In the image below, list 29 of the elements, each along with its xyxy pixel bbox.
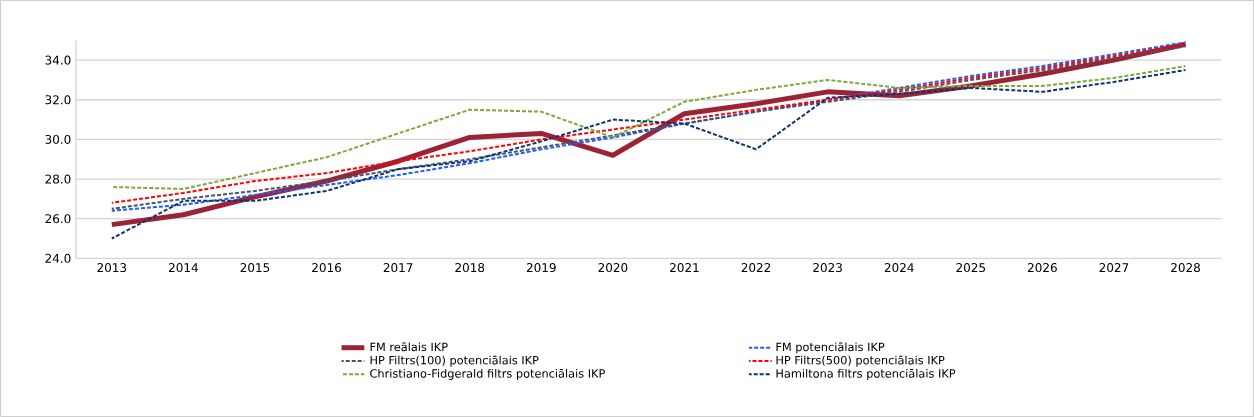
x-tick-label: 2026	[1027, 263, 1057, 273]
x-tick-label: 2022	[741, 263, 771, 273]
x-tick-label: 2016	[312, 263, 342, 273]
y-tick-label: 28.0	[45, 174, 71, 184]
y-tick-label: 26.0	[45, 214, 71, 224]
x-tick-label: 2018	[455, 263, 485, 273]
x-tick-label: 2017	[383, 263, 413, 273]
x-tick-label: 2019	[526, 263, 556, 273]
y-tick-label: 30.0	[45, 134, 71, 144]
x-tick-label: 2025	[956, 263, 985, 273]
x-tick-label: 2015	[240, 263, 270, 273]
legend-label: HP Filtrs(100) potenciālais IKP	[370, 355, 539, 367]
x-tick-label: 2027	[1099, 263, 1129, 273]
x-tick-label: 2013	[97, 263, 127, 273]
x-tick-label: 2023	[813, 263, 842, 273]
legend-label: FM potenciālais IKP	[776, 342, 885, 354]
x-tick-label: 2024	[884, 263, 914, 273]
x-tick-label: 2021	[670, 263, 699, 273]
legend-label: Hamiltona filtrs potenciālais IKP	[776, 368, 956, 380]
x-tick-label: 2028	[1171, 263, 1200, 273]
legend-label: HP Filtrs(500) potenciālais IKP	[776, 355, 945, 367]
y-tick-label: 24.0	[45, 253, 71, 263]
x-tick-label: 2020	[598, 263, 628, 273]
x-tick-label: 2014	[169, 263, 198, 273]
legend-label: Christiano-Fidgerald filtrs potenciālais IKP	[370, 368, 605, 380]
line-series	[110, 69, 1187, 240]
y-tick-label: 32.0	[45, 95, 71, 105]
y-tick-label: 34.0	[45, 55, 71, 65]
legend-label: FM reālais IKP	[370, 342, 448, 352]
